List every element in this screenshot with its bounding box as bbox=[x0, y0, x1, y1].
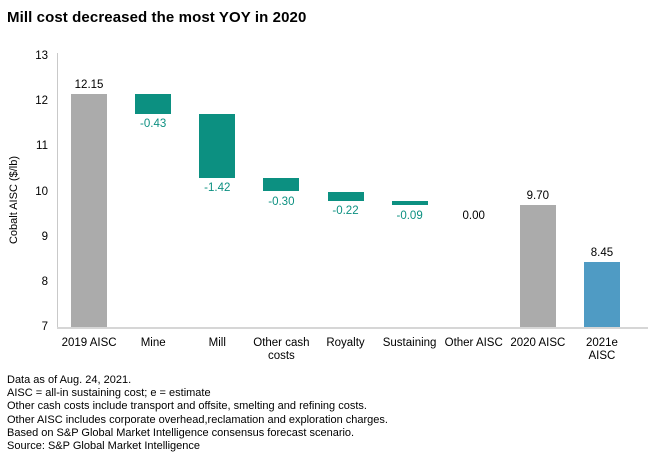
x-label-2021e-aisc: 2021e AISC bbox=[564, 337, 640, 363]
x-label-mill: Mill bbox=[179, 337, 255, 350]
footnote-line-1: Data as of Aug. 24, 2021. bbox=[7, 374, 132, 386]
x-label-line: 2020 AISC bbox=[510, 337, 566, 349]
bar-mine bbox=[135, 94, 172, 114]
footnote-line-4: Other AISC includes corporate overhead,r… bbox=[7, 413, 388, 426]
x-label-line: Other AISC bbox=[444, 337, 503, 349]
footnote-line-5: Based on S&P Global Market Intelligence … bbox=[7, 426, 355, 439]
plot-area: 12.15 -0.43 -1.42 -0.30 -0.22 -0.09 0.00 9.70 8.… bbox=[57, 56, 634, 327]
y-axis-title: Cobalt AISC ($/lb) bbox=[8, 155, 20, 245]
value-label-2020-aisc: 9.70 bbox=[526, 190, 550, 203]
footnote-line-3: Other cash costs include transport and o… bbox=[7, 400, 367, 413]
y-tick-label-11: 11 bbox=[36, 140, 48, 153]
x-label-line: Royalty bbox=[326, 337, 365, 349]
bar-2019-aisc bbox=[71, 94, 108, 327]
value-label-royalty: -0.22 bbox=[332, 205, 359, 218]
x-label-royalty: Royalty bbox=[307, 337, 383, 350]
x-axis-category-labels: 2019 AISC Mine Mill Other cash costs Royalty S… bbox=[57, 337, 634, 367]
bar-other-cash-costs bbox=[263, 177, 300, 192]
x-label-line: Mine bbox=[140, 337, 166, 349]
x-label-line: Sustaining bbox=[382, 337, 437, 349]
x-label-line: Other cash bbox=[253, 337, 310, 349]
y-tick-label-9: 9 bbox=[41, 230, 48, 243]
x-label-sustaining: Sustaining bbox=[372, 337, 448, 350]
x-label-line: 2019 AISC bbox=[61, 337, 117, 349]
bar-2021e-aisc bbox=[583, 261, 620, 327]
y-axis-line bbox=[57, 53, 58, 327]
y-tick-label-12: 12 bbox=[35, 95, 48, 108]
x-label-2020-aisc: 2020 AISC bbox=[500, 337, 576, 350]
x-label-line: AISC bbox=[588, 350, 616, 362]
x-label-other-cash-costs: Other cash costs bbox=[243, 337, 319, 363]
bar-sustaining bbox=[391, 201, 428, 206]
chart-title: Mill cost decreased the most YOY in 2020 bbox=[7, 9, 307, 26]
footnotes: Data as of Aug. 24, 2021. AISC = all-in s… bbox=[7, 374, 637, 453]
value-label-2019-aisc: 12.15 bbox=[74, 79, 104, 92]
x-label-line: 2021e bbox=[585, 337, 618, 349]
value-label-2021e-aisc: 8.45 bbox=[590, 246, 614, 259]
x-label-mine: Mine bbox=[115, 337, 191, 350]
value-label-other-aisc: 0.00 bbox=[462, 209, 485, 222]
y-tick-label-10: 10 bbox=[35, 185, 48, 198]
bar-royalty bbox=[327, 191, 364, 202]
value-label-sustaining: -0.09 bbox=[396, 209, 423, 222]
x-axis-line bbox=[57, 327, 648, 329]
value-label-mine: -0.43 bbox=[140, 117, 167, 130]
y-tick-label-7: 7 bbox=[41, 321, 48, 333]
y-tick-label-8: 8 bbox=[41, 275, 48, 288]
x-label-other-aisc: Other AISC bbox=[436, 337, 512, 350]
x-label-line: Mill bbox=[208, 337, 226, 349]
x-label-2019-aisc: 2019 AISC bbox=[51, 337, 127, 350]
value-label-other-cash-costs: -0.30 bbox=[268, 195, 295, 208]
y-tick-label-13: 13 bbox=[35, 50, 48, 62]
bar-mill bbox=[199, 113, 236, 178]
footnote-line-6: Source: S&P Global Market Intelligence bbox=[7, 440, 201, 453]
bar-2020-aisc bbox=[519, 205, 556, 327]
x-label-line: costs bbox=[267, 350, 295, 362]
footnote-line-2: AISC = all-in sustaining cost; e = estim… bbox=[7, 387, 211, 400]
value-label-mill: -1.42 bbox=[204, 181, 231, 194]
